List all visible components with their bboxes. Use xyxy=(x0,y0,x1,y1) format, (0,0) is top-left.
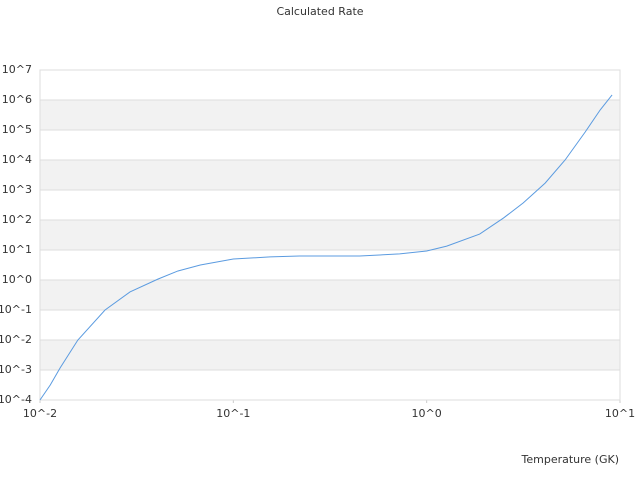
x-axis-label: Temperature (GK) xyxy=(521,453,620,466)
grid-band xyxy=(40,100,620,130)
y-tick-label: 10^3 xyxy=(2,183,32,196)
grid-band xyxy=(40,160,620,190)
y-tick-label: 10^-4 xyxy=(0,393,32,406)
line-series xyxy=(39,94,613,401)
grid-band xyxy=(40,220,620,250)
grid-band xyxy=(40,340,620,370)
y-tick-label: 10^-1 xyxy=(0,303,32,316)
y-tick-label: 10^6 xyxy=(2,93,32,106)
y-tick-label: 10^-2 xyxy=(0,333,32,346)
x-tick-label: 10^1 xyxy=(605,407,635,420)
x-tick-label: 10^-1 xyxy=(216,407,250,420)
x-tick-label: 10^-2 xyxy=(23,407,57,420)
y-tick-label: 10^0 xyxy=(2,273,32,286)
y-tick-label: 10^-3 xyxy=(0,363,32,376)
y-tick-label: 10^4 xyxy=(2,153,32,166)
y-tick-label: 10^7 xyxy=(2,63,32,76)
grid-band xyxy=(40,280,620,310)
y-tick-label: 10^2 xyxy=(2,213,32,226)
plot-border xyxy=(39,69,621,401)
y-tick-label: 10^1 xyxy=(2,243,32,256)
chart-title: Calculated Rate xyxy=(276,5,363,18)
x-tick-label: 10^0 xyxy=(412,407,442,420)
y-tick-label: 10^5 xyxy=(2,123,32,136)
